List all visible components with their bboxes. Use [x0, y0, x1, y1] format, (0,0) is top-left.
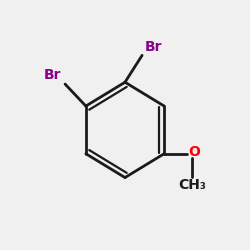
Text: Br: Br: [44, 68, 62, 82]
Text: Br: Br: [145, 40, 162, 54]
Text: CH₃: CH₃: [178, 178, 206, 192]
Text: O: O: [188, 146, 200, 160]
